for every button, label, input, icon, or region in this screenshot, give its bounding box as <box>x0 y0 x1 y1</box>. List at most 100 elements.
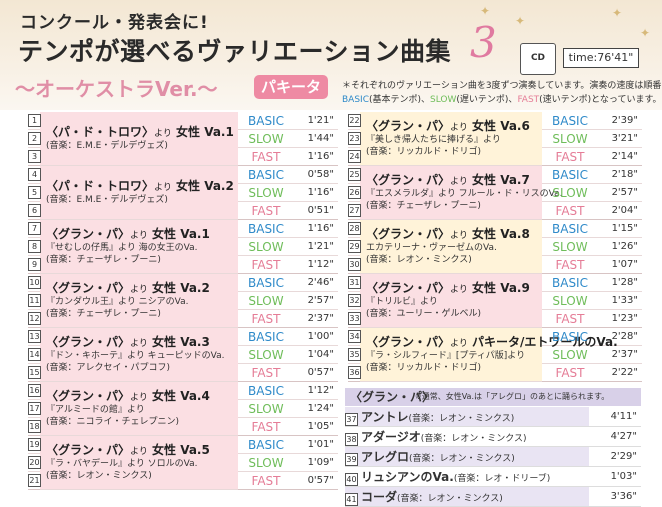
tempo-label: BASIC <box>238 327 294 346</box>
track-number: 5 <box>28 186 41 199</box>
track-composer: (音楽：チェーザレ・プーニ) <box>46 254 161 265</box>
tempo-label: FAST <box>238 471 294 490</box>
grand-pas-piece: アントレ <box>361 410 409 424</box>
tempo-label: FAST <box>542 201 598 220</box>
track-composer: (音楽：リッカルド・ドリゴ) <box>366 362 482 373</box>
track-row: 4 〈パ・ド・トロワ〉より 女性 Va.2 (音楽：E.M.E・デルデヴェズ) BAS… <box>28 165 338 220</box>
track-source: 『せむしの仔馬』より 海の女王のVa. <box>46 242 198 253</box>
grand-pas-row: 41 コーダ(音楽：レオン・ミンクス) 3'36" <box>345 486 641 507</box>
track-title-block: 〈グラン・パ〉より 女性 Va.4 『アルミードの館』より (音楽：ニコライ・チェレ… <box>40 381 238 436</box>
tempo-label: FAST <box>238 363 294 382</box>
track-composer: (音楽：レオン・ミンクス) <box>46 470 152 481</box>
tempo-label: SLOW <box>238 345 294 364</box>
track-duration: 1'16" <box>294 147 338 166</box>
tempo-label: FAST <box>542 309 598 328</box>
track-number: 13 <box>28 330 41 343</box>
track-title: 〈グラン・パ〉より 女性 Va.8 <box>366 226 530 241</box>
tempo-label: SLOW <box>238 129 294 148</box>
track-row: 34〈グラン・パ〉より パキータ/エトワールのVa.『ラ・シルフィード』[プティ… <box>348 327 642 382</box>
grand-pas-composer: (音楽：レオン・ミンクス) <box>409 454 515 464</box>
grand-pas-row: 39 アレグロ(音楽：レオン・ミンクス) 2'29" <box>345 446 641 467</box>
tempo-label: FAST <box>542 363 598 382</box>
track-row: 33 FAST 1'23" <box>348 309 642 328</box>
track-number: 6 <box>28 204 41 217</box>
cd-icon: CD <box>520 43 556 75</box>
track-duration: 2'46" <box>294 273 338 292</box>
track-row: 12 FAST 2'37" <box>28 309 338 328</box>
track-number: 23 <box>348 132 361 145</box>
track-number: 29 <box>348 240 361 253</box>
track-number: 11 <box>28 294 41 307</box>
grand-pas-note: ※通常、女性Va.は「アレグロ」のあとに踊られます。 <box>415 392 610 401</box>
track-number: 41 <box>345 493 358 506</box>
tempo-label: FAST <box>238 417 294 436</box>
sparkle-icon: ✦ <box>612 6 623 20</box>
track-number: 25 <box>348 168 361 181</box>
tempo-label: SLOW <box>238 237 294 256</box>
track-row: 15 FAST 0'57" <box>28 363 338 382</box>
track-title: 〈グラン・パ〉より 女性 Va.6 <box>366 118 530 133</box>
track-number: 9 <box>28 258 41 271</box>
track-number: 34 <box>348 330 361 343</box>
track-duration: 1'12" <box>294 255 338 274</box>
track-title: 〈グラン・パ〉より 女性 Va.2 <box>46 280 210 295</box>
track-duration: 1'26" <box>598 237 642 256</box>
sparkle-icon: ✦ <box>515 14 526 28</box>
track-duration: 2'28" <box>598 327 642 346</box>
track-row: 7 〈グラン・パ〉より 女性 Va.1 『せむしの仔馬』より 海の女王のVa. (音楽… <box>28 219 338 274</box>
track-row: 17 SLOW 1'24" <box>28 399 338 418</box>
track-row: 20 SLOW 1'09" <box>28 453 338 472</box>
track-number: 2 <box>28 132 41 145</box>
track-duration: 1'15" <box>598 219 642 238</box>
track-row: 29 SLOW 1'26" <box>348 237 642 256</box>
tempo-label: BASIC <box>238 219 294 238</box>
track-number: 27 <box>348 204 361 217</box>
track-row: 14 SLOW 1'04" <box>28 345 338 364</box>
track-number: 40 <box>345 473 358 486</box>
track-title-block: 〈グラン・パ〉より 女性 Va.8 エカテリーナ・ヴァーゼムのVa. (音楽：レオン… <box>360 219 542 274</box>
track-composer: (音楽：アレクセイ・パプコフ) <box>46 362 171 373</box>
page-title: テンポが選べるヴァリエーション曲集 <box>18 37 452 66</box>
track-row: 19 〈グラン・パ〉より 女性 Va.5 『ラ・バヤデール』より ソロルのVa. (音… <box>28 435 338 490</box>
track-number: 37 <box>345 413 358 426</box>
track-row: 25 〈グラン・パ〉より 女性 Va.7 『エスメラルダ』より フルール・ド・リスの… <box>348 165 642 220</box>
track-number: 3 <box>28 150 41 163</box>
track-row: 3 FAST 1'16" <box>28 147 338 166</box>
track-composer: (音楽：E.M.E・デルデヴェズ) <box>46 194 168 205</box>
tempo-label: SLOW <box>542 345 598 364</box>
track-number: 32 <box>348 294 361 307</box>
total-time: time:76'41" <box>563 48 639 68</box>
track-title: 〈グラン・パ〉より 女性 Va.9 <box>366 280 530 295</box>
grand-pas-piece: アダージオ <box>361 430 421 444</box>
grand-pas-list: 37 アントレ(音楽：レオン・ミンクス) 4'11" 38 アダージオ(音楽：レオン・ミ… <box>345 407 641 507</box>
track-title: 〈パ・ド・トロワ〉より 女性 Va.1 <box>46 124 234 139</box>
tempo-label: SLOW <box>238 291 294 310</box>
track-number: 18 <box>28 420 41 433</box>
track-duration: 1'07" <box>598 255 642 274</box>
track-source: 『アルミードの館』より <box>46 404 145 415</box>
tempo-label: BASIC <box>238 273 294 292</box>
tempo-label: FAST <box>238 147 294 166</box>
track-list-left: 1 〈パ・ド・トロワ〉より 女性 Va.1 (音楽：E.M.E・デルデヴェズ) BAS… <box>28 112 338 490</box>
track-row: 6 FAST 0'51" <box>28 201 338 220</box>
track-title-block: 〈パ・ド・トロワ〉より 女性 Va.2 (音楽：E.M.E・デルデヴェズ) <box>40 165 238 220</box>
track-row: 26 SLOW 2'57" <box>348 183 642 202</box>
tempo-label: SLOW <box>238 399 294 418</box>
track-composer: (音楽：ユーリー・ゲルベル) <box>366 308 482 319</box>
track-number: 22 <box>348 114 361 127</box>
track-title: 〈グラン・パ〉より パキータ/エトワールのVa. <box>366 334 618 349</box>
track-composer: (音楽：チェーザレ・プーニ) <box>46 308 161 319</box>
track-number: 30 <box>348 258 361 271</box>
tempo-label: BASIC <box>542 165 598 184</box>
track-title-block: 〈グラン・パ〉より 女性 Va.2 『カンダウル王』より ニシアのVa. (音楽：チ… <box>40 273 238 328</box>
tempo-label: FAST <box>238 255 294 274</box>
track-composer: (音楽：ニコライ・チェレプニン) <box>46 416 180 427</box>
orchestra-label: 〜オーケストラVer.〜 <box>15 77 218 101</box>
track-duration: 1'00" <box>294 327 338 346</box>
track-number: 8 <box>28 240 41 253</box>
track-title: 〈グラン・パ〉より 女性 Va.3 <box>46 334 210 349</box>
track-row: 10 〈グラン・パ〉より 女性 Va.2 『カンダウル王』より ニシアのVa. (音楽… <box>28 273 338 328</box>
track-duration: 0'57" <box>294 363 338 382</box>
track-number: 39 <box>345 453 358 466</box>
track-source: 『ドン・キホーテ』より キューピッドのVa. <box>46 350 225 361</box>
